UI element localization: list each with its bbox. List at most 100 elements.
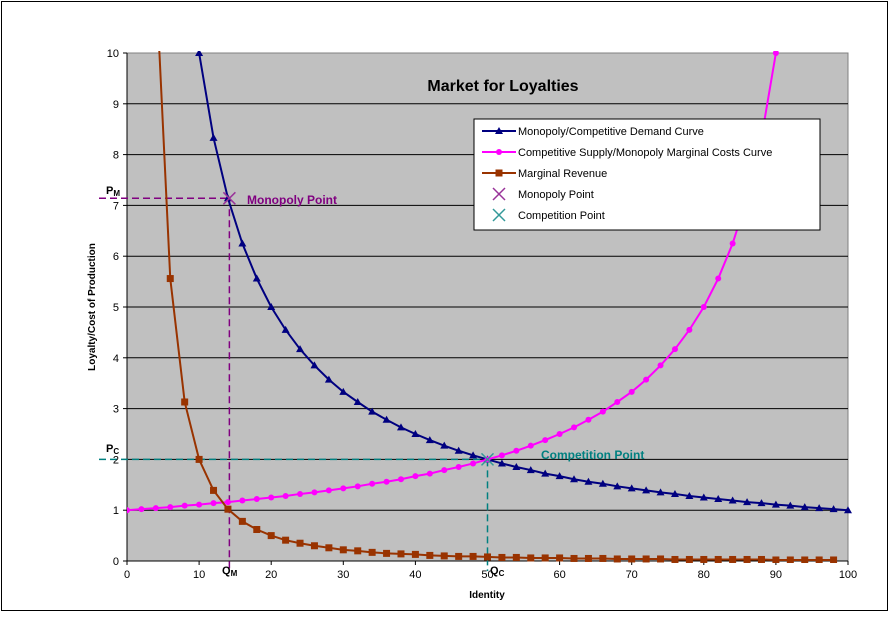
x-tick-label: 10 — [193, 569, 205, 581]
data-point — [195, 51, 204, 56]
data-point — [686, 326, 693, 333]
data-point — [570, 554, 578, 562]
data-point — [757, 499, 766, 507]
data-point — [772, 556, 780, 563]
data-point — [383, 549, 391, 557]
data-point — [152, 505, 159, 512]
data-point — [397, 476, 404, 483]
data-point — [368, 407, 377, 415]
data-point — [512, 553, 520, 561]
data-point — [383, 478, 390, 485]
data-point — [469, 451, 478, 459]
x-tick-label: 0 — [124, 569, 130, 581]
data-point — [267, 303, 276, 310]
data-point — [210, 500, 217, 507]
data-point — [497, 459, 506, 467]
legend-swatch-marker — [495, 127, 503, 134]
legend-swatch-marker — [496, 149, 502, 155]
data-point — [480, 452, 495, 466]
data-point — [542, 437, 549, 444]
data-point — [441, 467, 448, 474]
data-point — [469, 552, 477, 560]
x-tick-label: 100 — [839, 569, 857, 581]
data-point — [815, 556, 823, 563]
y-tick-label: 0 — [113, 556, 119, 568]
data-point — [296, 345, 305, 353]
data-point — [339, 387, 348, 395]
data-point — [397, 550, 405, 558]
data-point — [599, 408, 606, 415]
data-point — [396, 423, 405, 431]
data-point — [541, 554, 549, 562]
data-point — [224, 505, 232, 513]
data-point — [585, 416, 592, 423]
legend-item: Monopoly/Competitive Demand Curve — [482, 126, 704, 138]
data-point — [297, 490, 304, 497]
data-point — [801, 556, 809, 563]
legend-item: Monopoly Point — [492, 187, 594, 201]
data-point — [584, 477, 593, 485]
data-point — [729, 555, 737, 563]
legend: Monopoly/Competitive Demand Curve Competi… — [473, 118, 821, 231]
pc-label: PC — [106, 443, 119, 456]
data-point — [282, 536, 290, 544]
data-point — [714, 495, 723, 503]
data-point — [209, 133, 218, 141]
legend-swatch-marker — [495, 169, 503, 177]
data-point — [757, 555, 765, 563]
y-tick-label: 9 — [113, 99, 119, 111]
data-point — [786, 556, 794, 563]
competition-point-label: Competition Point — [541, 448, 644, 462]
data-point — [310, 542, 318, 550]
data-point — [311, 489, 318, 496]
y-tick-label: 6 — [113, 251, 119, 263]
data-point — [772, 51, 779, 56]
legend-item: Competitive Supply/Monopoly Marginal Cos… — [482, 147, 772, 159]
pm-label: PM — [106, 185, 120, 198]
data-point — [657, 362, 664, 369]
data-point — [800, 503, 809, 511]
data-point — [642, 555, 650, 563]
data-point — [498, 452, 505, 459]
data-point — [239, 497, 246, 504]
qm-label: QM — [222, 565, 238, 578]
data-point — [268, 494, 275, 501]
x-tick-label: 80 — [698, 569, 710, 581]
data-point — [844, 506, 852, 514]
data-point — [527, 554, 535, 562]
data-point — [196, 501, 203, 508]
data-point — [470, 460, 477, 467]
data-point — [513, 447, 520, 454]
series-marginal-revenue — [158, 51, 838, 563]
qc-label: QC — [490, 565, 505, 578]
data-point — [556, 431, 563, 437]
y-tick-label: 2 — [113, 454, 119, 466]
data-point — [454, 446, 463, 454]
data-point — [224, 499, 231, 506]
data-point — [412, 473, 419, 480]
data-point — [455, 552, 463, 560]
data-point — [166, 275, 174, 283]
chart-title: Market for Loyalties — [427, 78, 578, 95]
data-point — [339, 546, 347, 554]
x-tick-label: 90 — [770, 569, 782, 581]
data-point — [167, 504, 174, 511]
data-point — [643, 376, 650, 383]
data-point — [555, 472, 564, 480]
series-layer — [127, 51, 852, 563]
data-point — [829, 505, 838, 513]
legend-item: Marginal Revenue — [482, 168, 607, 180]
series-competition-point — [480, 452, 495, 466]
y-tick-label: 4 — [113, 353, 119, 365]
legend-label: Competition Point — [518, 210, 605, 222]
x-tick-label: 60 — [553, 569, 565, 581]
data-point — [714, 555, 722, 563]
data-point — [613, 482, 622, 490]
data-point — [642, 486, 651, 494]
data-point — [354, 547, 362, 555]
data-point — [815, 504, 824, 512]
data-point — [584, 554, 592, 562]
x-tick-label: 30 — [337, 569, 349, 581]
